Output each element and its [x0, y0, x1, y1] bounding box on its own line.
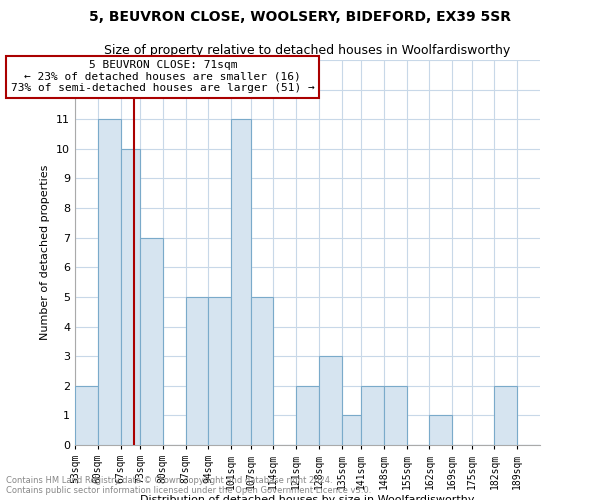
Title: Size of property relative to detached houses in Woolfardisworthy: Size of property relative to detached ho… [104, 44, 511, 58]
Y-axis label: Number of detached properties: Number of detached properties [40, 165, 50, 340]
Bar [384, 386, 407, 445]
X-axis label: Distribution of detached houses by size in Woolfardisworthy: Distribution of detached houses by size … [140, 495, 475, 500]
Bar [208, 297, 231, 445]
Bar [361, 386, 384, 445]
Bar [140, 238, 163, 445]
Text: Contains HM Land Registry data © Crown copyright and database right 2024.
Contai: Contains HM Land Registry data © Crown c… [6, 476, 371, 495]
Bar [231, 119, 251, 445]
Bar [430, 416, 452, 445]
Text: 5 BEUVRON CLOSE: 71sqm
← 23% of detached houses are smaller (16)
73% of semi-det: 5 BEUVRON CLOSE: 71sqm ← 23% of detached… [11, 60, 314, 93]
Bar [251, 297, 274, 445]
Bar [75, 386, 98, 445]
Text: 5, BEUVRON CLOSE, WOOLSERY, BIDEFORD, EX39 5SR: 5, BEUVRON CLOSE, WOOLSERY, BIDEFORD, EX… [89, 10, 511, 24]
Bar [296, 386, 319, 445]
Bar [98, 119, 121, 445]
Bar [121, 149, 140, 445]
Bar [341, 416, 361, 445]
Bar [494, 386, 517, 445]
Bar [319, 356, 341, 445]
Bar [185, 297, 208, 445]
